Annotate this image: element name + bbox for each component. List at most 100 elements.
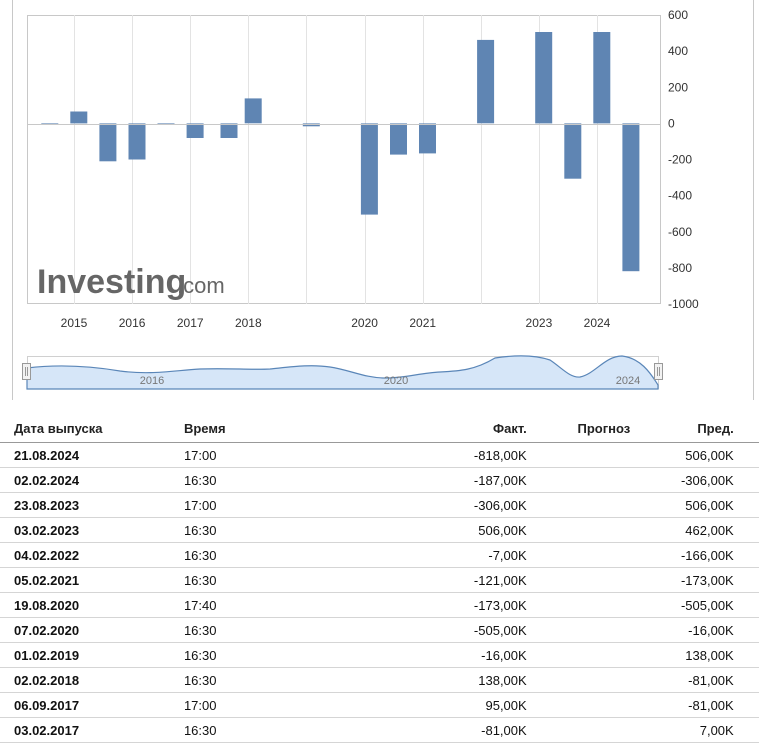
actual-cell: -173,00K [340, 592, 527, 618]
y-tick-label: -400 [668, 189, 692, 203]
actual-cell: 506,00K [340, 517, 527, 543]
header-previous[interactable]: Пред. [630, 414, 734, 443]
previous-cell: 138,00K [630, 642, 734, 668]
forecast-cell [526, 517, 631, 543]
x-tick-label: 2021 [409, 316, 436, 330]
y-tick-label: -600 [668, 225, 692, 239]
table-row: 23.08.2023 17:00 -306,00K 506,00K [0, 492, 759, 518]
table-row: 03.02.2023 16:30 506,00K 462,00K [0, 517, 759, 543]
table-row: 02.02.2024 16:30 -187,00K -306,00K [0, 467, 759, 493]
x-tick-label: 2017 [177, 316, 204, 330]
forecast-cell [526, 542, 631, 568]
navigator-left-handle[interactable] [22, 363, 31, 380]
actual-cell: 95,00K [340, 692, 527, 718]
table-row: 21.08.2024 17:00 -818,00K 506,00K [0, 442, 759, 468]
release-date-cell: 03.02.2023 [0, 517, 184, 543]
actual-cell: -306,00K [340, 492, 527, 518]
forecast-cell [526, 567, 631, 593]
time-cell: 16:30 [183, 717, 341, 743]
navigator-tick-label: 2016 [140, 375, 164, 387]
release-date-cell: 02.02.2018 [0, 667, 184, 693]
time-cell: 17:40 [183, 592, 341, 618]
forecast-cell [526, 442, 631, 468]
time-cell: 17:00 [183, 692, 341, 718]
bar-2022-02[interactable] [477, 39, 495, 124]
y-tick-label: -1000 [668, 297, 699, 311]
y-tick-label: 200 [668, 80, 688, 94]
release-date-cell: 02.02.2024 [0, 467, 184, 493]
forecast-cell [526, 692, 631, 718]
investing-logo: Investing .com [37, 263, 225, 301]
x-tick-label: 2015 [61, 316, 88, 330]
actual-cell: 138,00K [340, 667, 527, 693]
navigator-right-handle[interactable] [654, 363, 663, 380]
actual-cell: -16,00K [340, 642, 527, 668]
bar-2024-02[interactable] [593, 32, 611, 124]
table-row: 01.02.2019 16:30 -16,00K 138,00K [0, 642, 759, 668]
bar-2016-08[interactable] [157, 123, 175, 125]
navigator[interactable]: 2016 2020 2024 [22, 355, 663, 390]
y-tick-label: -200 [668, 153, 692, 167]
x-tick-label: 2020 [351, 316, 378, 330]
bar-2015-02[interactable] [70, 111, 88, 124]
previous-cell: -166,00K [630, 542, 734, 568]
history-table: Дата выпуска Время Факт. Прогноз Пред. 2… [0, 414, 759, 743]
y-tick-label: 600 [668, 8, 688, 22]
table-row: 19.08.2020 17:40 -173,00K -505,00K [0, 592, 759, 618]
forecast-cell [526, 492, 631, 518]
header-forecast[interactable]: Прогноз [526, 414, 631, 443]
bar-2020-08[interactable] [390, 123, 407, 155]
chart-panel: Investing .com 600 400 200 0 -200 -400 -600 -80… [12, 0, 754, 400]
bar-2024-08[interactable] [622, 123, 640, 272]
x-tick-label: 2016 [119, 316, 146, 330]
time-cell: 16:30 [183, 542, 341, 568]
navigator-tick-label: 2024 [616, 375, 640, 387]
bar-2017-02[interactable] [186, 123, 204, 138]
release-date-cell: 07.02.2020 [0, 617, 184, 643]
table-body: 21.08.2024 17:00 -818,00K 506,00K 02.02.2024… [0, 442, 759, 743]
forecast-cell [526, 717, 631, 743]
bar-2021-02[interactable] [419, 123, 436, 154]
actual-cell: -187,00K [340, 467, 527, 493]
time-cell: 16:30 [183, 667, 341, 693]
bar-2023-08[interactable] [564, 123, 582, 179]
bar-2015-08[interactable] [99, 123, 117, 162]
actual-cell: -81,00K [340, 717, 527, 743]
actual-cell: -7,00K [340, 542, 527, 568]
bar-2023-02[interactable] [535, 32, 553, 124]
y-axis: 600 400 200 0 -200 -400 -600 -800 -1000 [668, 8, 699, 311]
table-row: 06.09.2017 17:00 95,00K -81,00K [0, 692, 759, 718]
navigator-tick-label: 2020 [384, 375, 408, 387]
release-date-cell: 01.02.2019 [0, 642, 184, 668]
release-date-cell: 19.08.2020 [0, 592, 184, 618]
logo-wordmark: Investing [37, 263, 186, 301]
release-date-cell: 23.08.2023 [0, 492, 184, 518]
y-tick-label: 0 [668, 116, 675, 130]
x-axis: 2015 2016 2017 2018 2020 2021 2023 2024 [61, 316, 611, 330]
header-actual[interactable]: Факт. [340, 414, 527, 443]
actual-cell: -505,00K [340, 617, 527, 643]
bar-2016-02[interactable] [128, 123, 146, 160]
table-row: 04.02.2022 16:30 -7,00K -166,00K [0, 542, 759, 568]
time-cell: 17:00 [183, 442, 341, 468]
previous-cell: -173,00K [630, 567, 734, 593]
bar-2017-09[interactable] [220, 123, 238, 138]
previous-cell: 7,00K [630, 717, 734, 743]
previous-cell: 506,00K [630, 442, 734, 468]
previous-cell: 506,00K [630, 492, 734, 518]
logo-domain: .com [177, 273, 225, 298]
bar-2014-08[interactable] [41, 123, 59, 125]
previous-cell: 462,00K [630, 517, 734, 543]
bar-2020-02[interactable] [360, 123, 378, 215]
bars [41, 32, 640, 272]
release-date-cell: 05.02.2021 [0, 567, 184, 593]
previous-cell: -306,00K [630, 467, 734, 493]
header-time[interactable]: Время [183, 414, 341, 443]
bar-2018-02[interactable] [244, 98, 262, 124]
previous-cell: -81,00K [630, 667, 734, 693]
time-cell: 16:30 [183, 467, 341, 493]
y-tick-label: -800 [668, 261, 692, 275]
forecast-cell [526, 642, 631, 668]
release-date-cell: 21.08.2024 [0, 442, 184, 468]
header-release-date[interactable]: Дата выпуска [0, 414, 184, 443]
